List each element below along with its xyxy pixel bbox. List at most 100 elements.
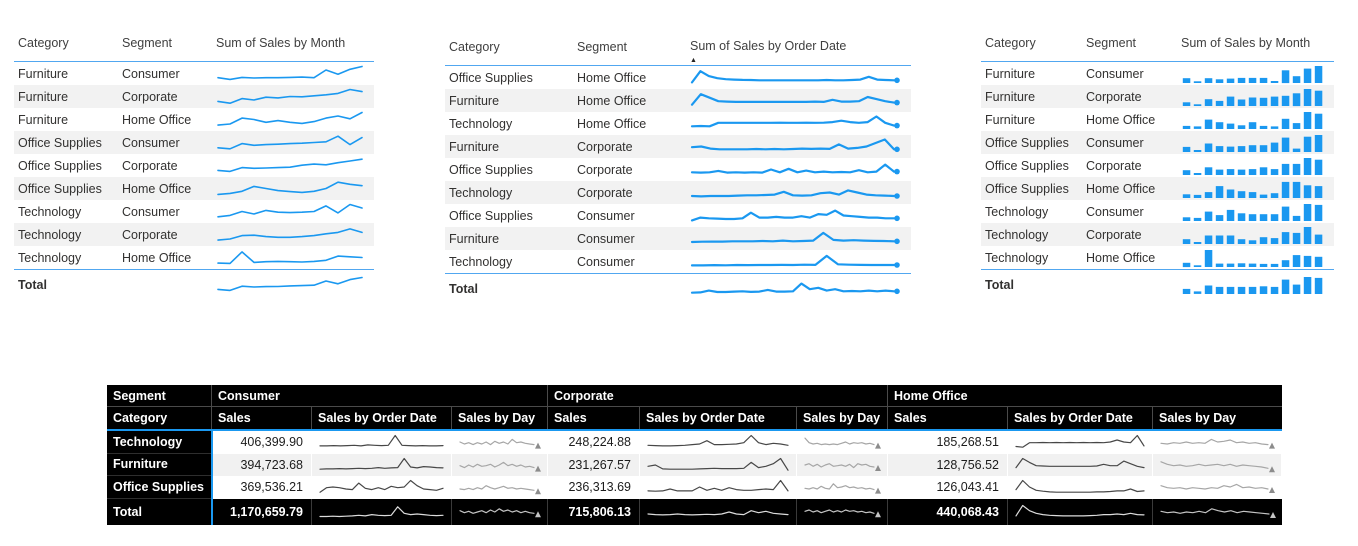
order-date-sparkline-cell [312,453,452,477]
table-row[interactable]: Technology Consumer [445,250,911,273]
group-header-corporate[interactable]: Corporate [548,385,888,407]
sparkline-cell [690,252,911,271]
sparkline-cell [1181,275,1334,294]
day-sparkline [1159,433,1275,451]
table-body: Office Supplies Home Office Furniture Ho… [445,66,911,273]
table-sales-by-month-bars: Category Segment Sum of Sales by Month F… [981,30,1334,299]
category-cell: Office Supplies [449,208,533,223]
column-header-category[interactable]: Category [18,36,69,50]
measure-header-sales[interactable]: Sales [212,407,312,429]
total-label: Total [18,277,47,292]
measure-header-sales-by-order-date[interactable]: Sales by Order Date [1008,407,1153,429]
table-row[interactable]: Technology Home Office [445,112,911,135]
segment-cell: Home Office [122,250,192,265]
column-header-category[interactable]: Category [985,36,1036,50]
sparkline-cell [216,248,374,267]
table-row[interactable]: Furniture Consumer [981,62,1334,85]
table-row[interactable]: Office Supplies Corporate [445,158,911,181]
line-dot-sparkline [690,68,901,87]
measure-header-sales-by-day[interactable]: Sales by Day [452,407,548,429]
column-header-segment[interactable]: Segment [122,36,173,50]
column-header-segment[interactable]: Segment [1086,36,1137,50]
order-date-sparkline-cell [1008,498,1153,525]
column-header-sales-by-order-date[interactable]: Sum of Sales by Order Date ▲ [690,40,911,67]
measure-header-sales-by-day[interactable]: Sales by Day [1153,407,1282,429]
segment-cell: Corporate [122,227,178,242]
total-sales-value: 715,806.13 [548,498,640,525]
row-header[interactable]: Technology [107,431,212,454]
segment-field-header[interactable]: Segment [107,385,212,407]
day-sparkline-cell [452,498,548,525]
group-header-home-office[interactable]: Home Office [888,385,1282,407]
table-row[interactable]: Office Supplies Corporate [14,154,374,177]
segment-cell: Corporate [122,158,178,173]
measure-header-sales-by-order-date[interactable]: Sales by Order Date [312,407,452,429]
table-row[interactable]: Office Supplies Consumer [981,131,1334,154]
table-row[interactable]: Technology Consumer [14,200,374,223]
matrix-visual: Segment Consumer Corporate Home Office C… [107,385,1282,525]
table-total-row[interactable]: Total [981,269,1334,299]
line-sparkline [216,87,364,106]
line-sparkline [216,248,364,267]
table-row[interactable]: Furniture Consumer [14,62,374,85]
column-header-category[interactable]: Category [449,40,500,54]
matrix-total-row[interactable]: Total 1,170,659.79 715,806.13 440,068.43 [107,498,1282,525]
order-date-sparkline-cell [1008,476,1153,499]
table-row[interactable]: Technology Corporate [981,223,1334,246]
table-row[interactable]: Technology Home Office [981,246,1334,269]
line-sparkline [216,225,364,244]
table-row[interactable]: Office Supplies Consumer [445,204,911,227]
table-row[interactable]: Furniture Home Office [981,108,1334,131]
category-field-header[interactable]: Category [107,407,212,429]
table-row[interactable]: Office Supplies Home Office [14,177,374,200]
table-row[interactable]: Office Supplies Corporate [981,154,1334,177]
column-header-sales-by-month[interactable]: Sum of Sales by Month [216,36,346,50]
matrix-row[interactable]: Office Supplies 369,536.21 236,313.69 12… [107,476,1282,499]
sparkline-cell [1181,156,1334,175]
measure-header-sales-by-day[interactable]: Sales by Day [797,407,888,429]
table-row[interactable]: Technology Consumer [981,200,1334,223]
segment-cell: Consumer [577,254,635,269]
sparkline-cell [216,133,374,152]
category-cell: Technology [18,204,82,219]
order-date-sparkline-cell [640,498,797,525]
table-row[interactable]: Furniture Corporate [445,135,911,158]
table-row[interactable]: Technology Corporate [14,223,374,246]
table-row[interactable]: Office Supplies Consumer [14,131,374,154]
sales-value: 126,043.41 [888,476,1008,499]
table-row[interactable]: Technology Corporate [445,181,911,204]
total-sales-value: 1,170,659.79 [212,498,312,525]
table-row[interactable]: Office Supplies Home Office [981,177,1334,200]
sales-value: 185,268.51 [888,431,1008,454]
matrix-row[interactable]: Furniture 394,723.68 231,267.57 128,756.… [107,453,1282,477]
table-row[interactable]: Technology Home Office [14,246,374,269]
order-date-sparkline [646,433,790,451]
measure-header-sales[interactable]: Sales [548,407,640,429]
matrix-row[interactable]: Technology 406,399.90 248,224.88 185,268… [107,431,1282,454]
column-header-sales-by-month[interactable]: Sum of Sales by Month [1181,36,1311,50]
day-sparkline-cell [452,476,548,499]
line-dot-sparkline [690,279,901,298]
measure-header-sales-by-order-date[interactable]: Sales by Order Date [640,407,797,429]
table-row[interactable]: Furniture Corporate [14,85,374,108]
day-sparkline [803,456,881,474]
table-total-row[interactable]: Total [445,273,911,303]
order-date-sparkline [646,478,790,496]
row-header[interactable]: Furniture [107,453,212,477]
table-row[interactable]: Office Supplies Home Office [445,66,911,89]
row-header[interactable]: Office Supplies [107,476,212,499]
order-date-sparkline [1014,503,1146,521]
table-row[interactable]: Furniture Corporate [981,85,1334,108]
line-sparkline [216,64,364,83]
table-row[interactable]: Furniture Consumer [445,227,911,250]
sparkline-cell [1181,87,1334,107]
column-header-segment[interactable]: Segment [577,40,628,54]
table-row[interactable]: Furniture Home Office [14,108,374,131]
group-header-consumer[interactable]: Consumer [212,385,548,407]
segment-cell: Home Office [577,70,647,85]
segment-cell: Home Office [577,93,647,108]
table-total-row[interactable]: Total [14,269,374,299]
measure-header-sales[interactable]: Sales [888,407,1008,429]
table-row[interactable]: Furniture Home Office [445,89,911,112]
category-cell: Office Supplies [449,70,533,85]
